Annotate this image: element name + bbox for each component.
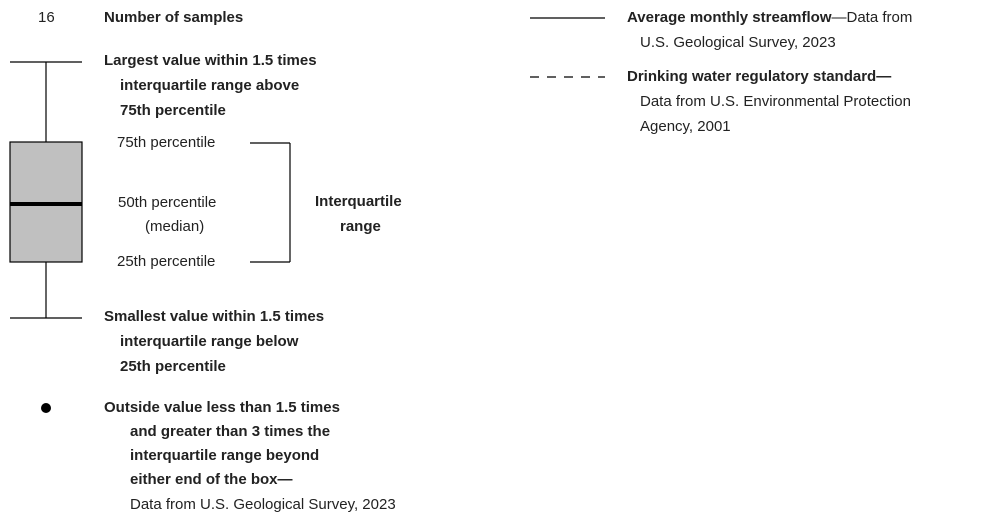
sample-label: Number of samples [104, 9, 243, 26]
outlier-label: Outside value less than 1.5 times [104, 399, 340, 416]
outlier-source: Data from U.S. Geological Survey, 2023 [130, 496, 396, 513]
standard-source: Data from U.S. Environmental Protection [640, 93, 911, 110]
sample-count: 16 [38, 9, 55, 26]
p50-label: 50th percentile [118, 194, 216, 211]
iqr-label: range [340, 218, 381, 235]
upper-whisker-label: Largest value within 1.5 times [104, 52, 317, 69]
outlier-label: interquartile range beyond [130, 447, 319, 464]
lower-whisker-label: interquartile range below [120, 333, 299, 350]
iqr-label: Interquartile [315, 193, 402, 210]
upper-whisker-label: 75th percentile [120, 102, 226, 119]
streamflow-title: Average monthly streamflow [627, 9, 832, 26]
streamflow-source: —Data from [832, 9, 913, 26]
standard-title: Drinking water regulatory standard— [627, 68, 891, 85]
outlier-dot [41, 403, 51, 413]
lower-whisker-label: 25th percentile [120, 358, 226, 375]
outlier-label: and greater than 3 times the [130, 423, 330, 440]
p50-label: (median) [145, 218, 204, 235]
p25-label: 25th percentile [117, 253, 215, 270]
outlier-label: either end of the box— [130, 471, 293, 488]
standard-source: Agency, 2001 [640, 118, 731, 135]
streamflow-label: Average monthly streamflow—Data from [627, 9, 912, 26]
upper-whisker-label: interquartile range above [120, 77, 299, 94]
p75-label: 75th percentile [117, 134, 215, 151]
streamflow-source: U.S. Geological Survey, 2023 [640, 34, 836, 51]
lower-whisker-label: Smallest value within 1.5 times [104, 308, 324, 325]
